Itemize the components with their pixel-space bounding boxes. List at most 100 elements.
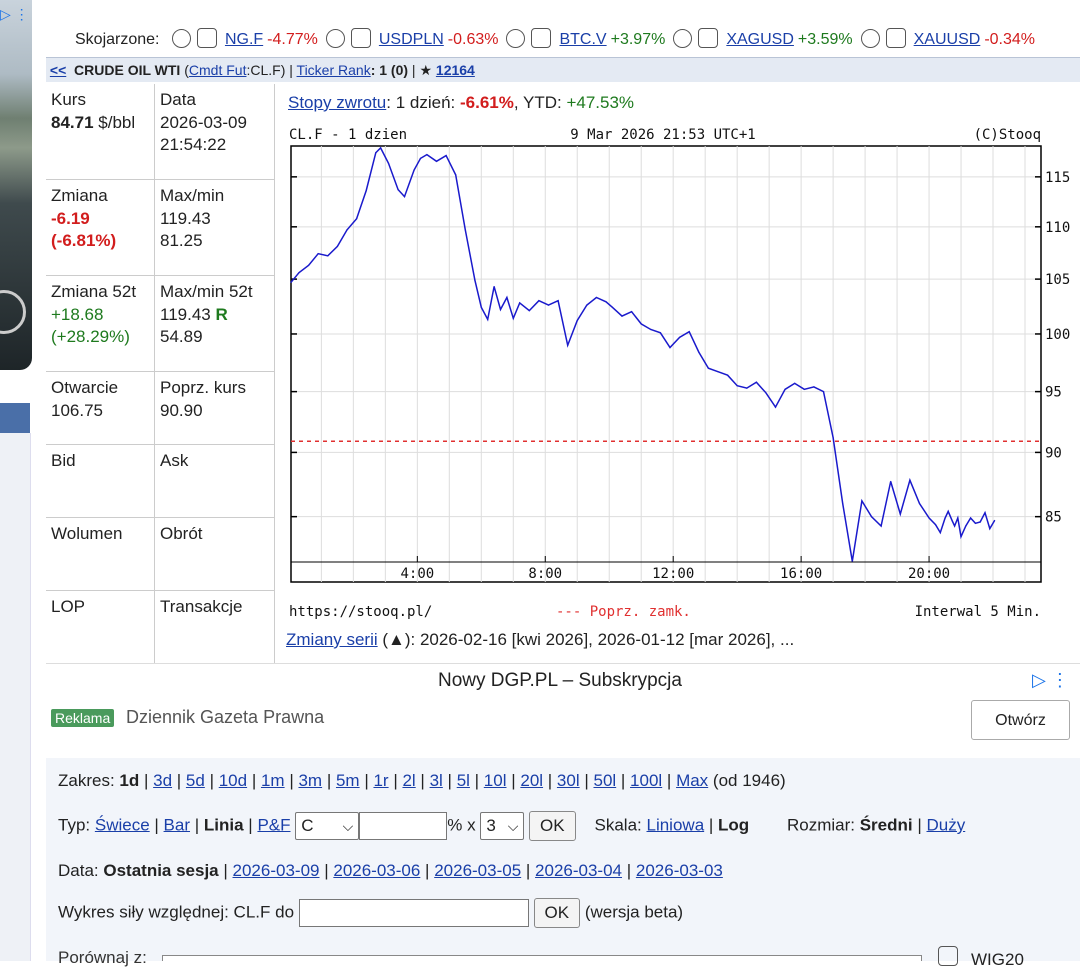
returns-link[interactable]: Stopy zwrotu (288, 93, 387, 112)
wig20-checkbox[interactable] (938, 946, 958, 966)
related-symbol-link[interactable]: USDPLN (378, 31, 444, 48)
price-point (455, 174, 457, 176)
scale-linear-link[interactable]: Liniowa (646, 815, 705, 835)
date-active: Ostatnia sesja (103, 861, 219, 880)
related-symbol-link[interactable]: XAUUSD (913, 31, 981, 48)
ad-open-button[interactable]: Otwórz (971, 700, 1070, 740)
chevron-down-icon: ⌵ (507, 818, 519, 834)
size-large-link[interactable]: Duży (926, 815, 966, 835)
price-point (487, 318, 489, 320)
range-link[interactable]: 10l (483, 771, 507, 790)
x-tick-label: 20:00 (908, 566, 950, 582)
chart-header-right: (C)Stooq (974, 127, 1041, 143)
type-pf-link[interactable]: P&F (257, 815, 291, 835)
ad-banner[interactable] (46, 663, 1080, 756)
star-count-link[interactable]: 12164 (435, 62, 475, 78)
range-link[interactable]: 2l (402, 771, 416, 790)
range-link[interactable]: 5d (185, 771, 205, 790)
price-point (928, 517, 930, 519)
date-link[interactable]: 2026-03-09 (232, 861, 320, 880)
plot-area (290, 145, 1042, 583)
range-link[interactable]: 1m (260, 771, 285, 790)
series-changes-text: (▲): 2026-02-16 [kwi 2026], 2026-01-12 [… (377, 630, 795, 649)
range-link[interactable]: 1r (373, 771, 389, 790)
type-row: Typ: Świece | Bar | Linia | P&F C ⌵% x 3 ⌵… (58, 811, 965, 841)
related-checkbox-0[interactable] (196, 28, 217, 48)
wig20-label: WIG20 (971, 950, 1024, 969)
range-link[interactable]: 30l (556, 771, 580, 790)
size-label: Rozmiar: (786, 815, 860, 835)
range-link[interactable]: 100l (630, 771, 663, 790)
relative-strength-ok-button[interactable]: OK (533, 898, 581, 928)
related-symbol-link[interactable]: BTC.V (559, 31, 607, 48)
back-link[interactable]: << (49, 62, 67, 78)
date-link[interactable]: 2026-03-03 (635, 861, 723, 880)
date-link[interactable]: 2026-03-04 (535, 861, 623, 880)
returns-line: Stopy zwrotu: 1 dzień: -6.61%, YTD: +47.… (288, 93, 634, 113)
intraday-price-chart[interactable]: CL.F - 1 dzien 9 Mar 2026 21:53 UTC+1 (C)S… (285, 125, 1070, 625)
pf-mult-select[interactable]: 3 ⌵ (480, 812, 525, 840)
side-ad-image[interactable]: ▷ ⋮ (0, 0, 32, 370)
ad-source[interactable]: Dziennik Gazeta Prawna (126, 707, 325, 727)
price-point (880, 525, 882, 527)
range-link[interactable]: Max (676, 771, 709, 790)
ask-label: Ask (160, 451, 189, 470)
price-point (413, 169, 415, 171)
ticker-rank-link[interactable]: Ticker Rank (296, 62, 371, 78)
date-link[interactable]: 2026-03-06 (333, 861, 421, 880)
table-divider (46, 371, 274, 372)
price-point (567, 344, 569, 346)
price-point (346, 229, 348, 231)
range-link[interactable]: 10d (218, 771, 248, 790)
related-symbol-link[interactable]: XAGUSD (726, 31, 794, 48)
related-radio-2[interactable] (506, 29, 526, 48)
pf-mult-value: 3 (486, 816, 496, 835)
ad-choices-icon[interactable]: ▷ ⋮ (0, 6, 29, 22)
related-checkbox-4[interactable] (885, 28, 906, 48)
ad-title[interactable]: Nowy DGP.PL – Subskrypcja (438, 670, 682, 691)
cmdt-fut-link[interactable]: Cmdt Fut (188, 62, 247, 78)
related-radio-4[interactable] (860, 29, 880, 48)
related-checkbox-2[interactable] (531, 28, 552, 48)
related-radio-0[interactable] (171, 29, 191, 48)
pf-percent-input[interactable] (359, 812, 448, 840)
range-link[interactable]: 3l (429, 771, 443, 790)
related-change: +3.97% (610, 31, 666, 48)
scale-label: Skala: (594, 815, 647, 835)
range-link[interactable]: 5l (456, 771, 470, 790)
range-link[interactable]: 3m (298, 771, 323, 790)
x-tick-label: 8:00 (528, 566, 562, 582)
type-candles-link[interactable]: Świece (94, 815, 150, 835)
returns-ytd-value: +47.53% (566, 93, 635, 112)
related-label: Skojarzone: (75, 31, 160, 48)
side-column (0, 433, 31, 961)
type-bar-link[interactable]: Bar (163, 815, 191, 835)
relative-strength-input[interactable] (298, 899, 529, 927)
related-symbol-link[interactable]: NG.F (224, 31, 264, 48)
pf-box-select[interactable]: C ⌵ (295, 812, 360, 840)
related-checkbox-3[interactable] (698, 28, 719, 48)
series-changes-link[interactable]: Zmiany serii (286, 630, 378, 649)
price-point (659, 332, 661, 334)
pf-ok-button[interactable]: OK (529, 811, 576, 841)
compare-input[interactable] (162, 955, 922, 961)
price-point (803, 388, 805, 390)
range-link[interactable]: 50l (593, 771, 617, 790)
table-divider (46, 275, 274, 276)
range-link[interactable]: 3d (153, 771, 173, 790)
related-radio-3[interactable] (673, 29, 693, 48)
price-point (308, 264, 310, 266)
price-point (784, 388, 786, 390)
scale-log-active: Log (718, 815, 750, 835)
price-point (397, 189, 399, 191)
chart-header-left: CL.F - 1 dzien (289, 127, 407, 143)
price-point (960, 536, 962, 538)
date-row: Data: Ostatnia sesja | 2026-03-09 | 2026… (58, 861, 723, 880)
range-link[interactable]: 5m (335, 771, 360, 790)
range-link[interactable]: 20l (520, 771, 544, 790)
price-point (951, 520, 953, 522)
related-radio-1[interactable] (325, 29, 345, 48)
ad-choices-icon[interactable]: ▷ ⋮ (1032, 670, 1069, 690)
related-checkbox-1[interactable] (350, 28, 371, 48)
date-link[interactable]: 2026-03-05 (434, 861, 522, 880)
